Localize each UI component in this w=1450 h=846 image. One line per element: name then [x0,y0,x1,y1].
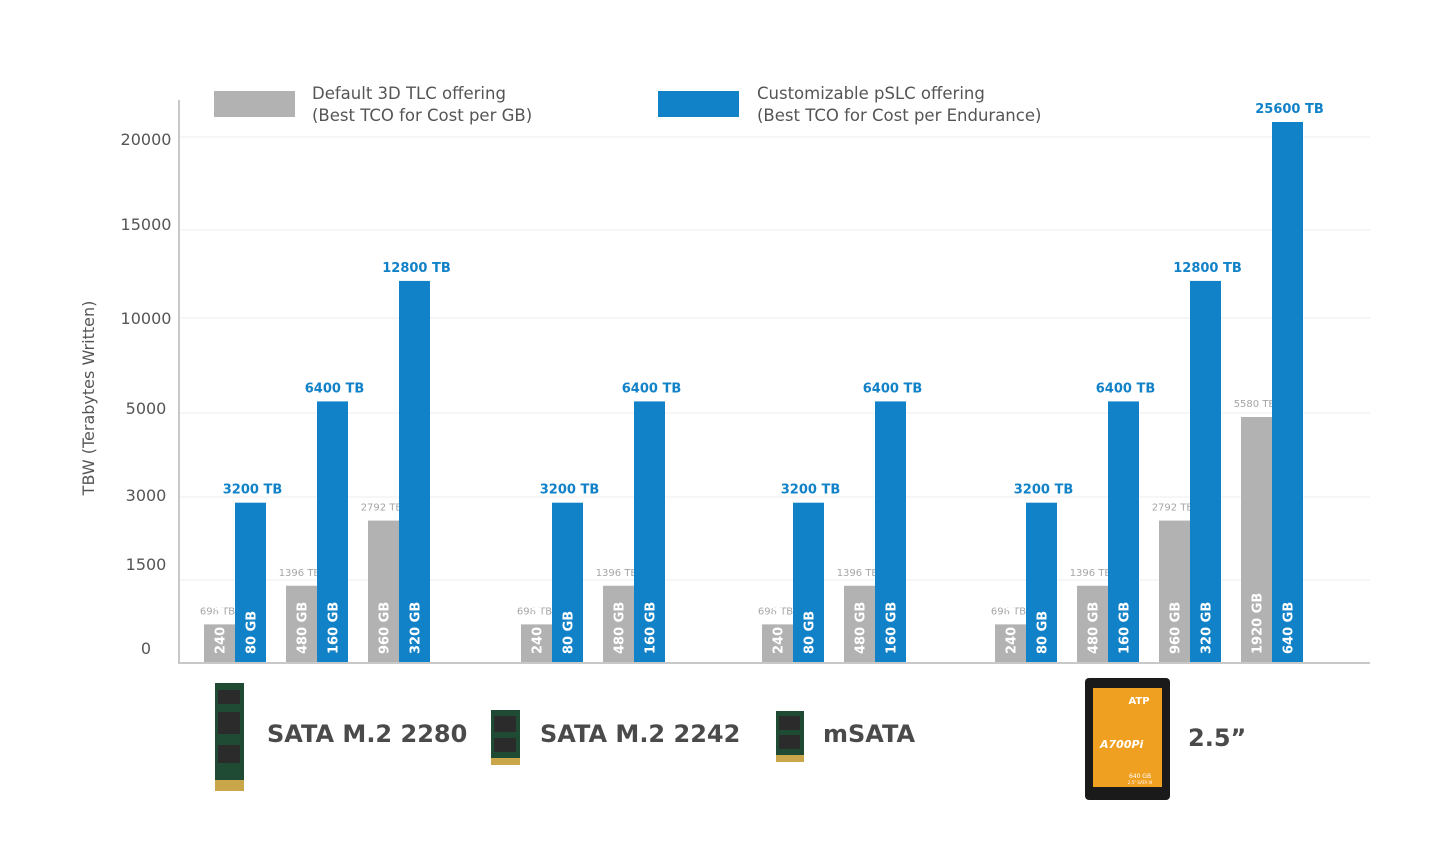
bar-value-label-tlc: 2792 TB [361,503,403,514]
bar-capacity-label-tlc: 480 GB [296,602,311,654]
bar-value-label-pslc: 6400 TB [622,381,681,396]
bar-capacity-label-pslc: 640 GB [1282,602,1297,654]
bar-value-label-tlc: 1396 TB [279,568,321,579]
bar-value-label-pslc: 25600 TB [1255,102,1324,117]
bar-value-label-pslc: 6400 TB [305,381,364,396]
bar-value-label-tlc: 1396 TB [837,568,879,579]
bar-capacity-label-tlc: 240 GB [772,602,787,654]
bar-capacity-label-tlc: 480 GB [613,602,628,654]
bar-value-label-tlc: 5580 TB [1234,399,1276,410]
bar-value-label-pslc: 6400 TB [863,381,922,396]
bar-value-label-pslc: 3200 TB [781,483,840,498]
y-tick-label: 3000 [126,486,167,505]
bar-capacity-label-tlc: 960 GB [1169,602,1184,654]
bar-pslc [1190,280,1221,662]
category-label-m2-2280: SATA M.2 2280 [267,720,468,748]
legend-swatch-tlc [214,91,295,117]
y-tick-labels: 0 1500 3000 5000 10000 15000 20000 [121,130,172,658]
bar-capacity-label-tlc: 480 GB [854,602,869,654]
bar-value-label-tlc: 1396 TB [1070,568,1112,579]
legend-sublabel-tlc: (Best TCO for Cost per GB) [312,106,532,125]
bar-capacity-label-pslc: 160 GB [327,602,342,654]
y-tick-label: 10000 [121,309,172,328]
bar-tlc [204,624,235,662]
bar-pslc [1272,122,1303,662]
bar-pslc [235,502,266,662]
bar-pslc [399,280,430,662]
ssd-subtext: 2.5" SATA III [1128,780,1152,785]
ssd-2-5-image: ATP A700Pi 640 GB 2.5" SATA III [1085,678,1170,800]
legend: Default 3D TLC offering (Best TCO for Co… [214,84,1041,125]
bar-pslc [634,401,665,662]
bar-pslc [793,502,824,662]
bar-value-label-tlc: 698 TB [758,606,793,617]
bar-capacity-label-tlc: 240 GB [214,602,229,654]
bar-tlc [368,520,399,662]
bar-capacity-label-pslc: 160 GB [885,602,900,654]
bar-value-label-tlc: 698 TB [991,606,1026,617]
bar-pslc [875,401,906,662]
bar-pslc [317,401,348,662]
ssd-model-text: A700Pi [1099,738,1144,751]
bar-value-label-pslc: 6400 TB [1096,381,1155,396]
legend-swatch-pslc [658,91,739,117]
legend-sublabel-pslc: (Best TCO for Cost per Endurance) [757,106,1041,125]
msata-image [776,711,804,762]
bar-capacity-label-pslc: 320 GB [1200,602,1215,654]
m2-2280-image [215,683,244,791]
y-tick-label: 15000 [121,215,172,234]
legend-label-tlc: Default 3D TLC offering [312,84,506,103]
y-tick-label: 20000 [121,130,172,149]
axes [178,100,1370,664]
ssd-capacity-text: 640 GB [1129,773,1151,780]
bar-capacity-label-tlc: 1920 GB [1251,593,1266,654]
bar-value-label-tlc: 698 TB [200,606,235,617]
category-label-m2-2242: SATA M.2 2242 [540,720,741,748]
y-tick-label: 0 [141,639,151,658]
bar-tlc [844,585,875,662]
bar-value-label-pslc: 12800 TB [382,261,451,276]
bar-tlc [603,585,634,662]
bar-value-label-tlc: 2792 TB [1152,503,1194,514]
bar-capacity-label-tlc: 480 GB [1087,602,1102,654]
category-label-msata: mSATA [823,720,916,748]
bar-tlc [1159,520,1190,662]
bar-value-label-pslc: 3200 TB [223,483,282,498]
bar-value-label-pslc: 3200 TB [1014,483,1073,498]
y-tick-label: 5000 [126,399,167,418]
bar-capacity-label-tlc: 240 GB [531,602,546,654]
bar-tlc [1077,585,1108,662]
m2-2242-image [491,710,520,765]
bar-pslc [1026,502,1057,662]
bar-tlc [1241,416,1272,662]
legend-label-pslc: Customizable pSLC offering [757,84,985,103]
ssd-brand-text: ATP [1128,696,1149,707]
bar-pslc [552,502,583,662]
bar-tlc [995,624,1026,662]
bar-capacity-label-pslc: 80 GB [803,611,818,654]
bar-value-label-tlc: 1396 TB [596,568,638,579]
category-label-2-5-inch: 2.5” [1188,724,1247,752]
bar-capacity-label-pslc: 80 GB [562,611,577,654]
bar-tlc [762,624,793,662]
bar-capacity-label-pslc: 320 GB [409,602,424,654]
bar-tlc [521,624,552,662]
bar-value-label-tlc: 698 TB [517,606,552,617]
bar-capacity-label-pslc: 80 GB [1036,611,1051,654]
y-axis-label: TBW (Terabytes Written) [79,301,98,497]
bar-capacity-label-pslc: 80 GB [245,611,260,654]
bar-capacity-label-pslc: 160 GB [1118,602,1133,654]
bar-tlc [286,585,317,662]
y-tick-label: 1500 [126,555,167,574]
bar-capacity-label-tlc: 240 GB [1005,602,1020,654]
bar-value-label-pslc: 12800 TB [1173,261,1242,276]
bar-capacity-label-tlc: 960 GB [378,602,393,654]
bar-pslc [1108,401,1139,662]
bar-capacity-label-pslc: 160 GB [644,602,659,654]
bar-value-label-pslc: 3200 TB [540,483,599,498]
